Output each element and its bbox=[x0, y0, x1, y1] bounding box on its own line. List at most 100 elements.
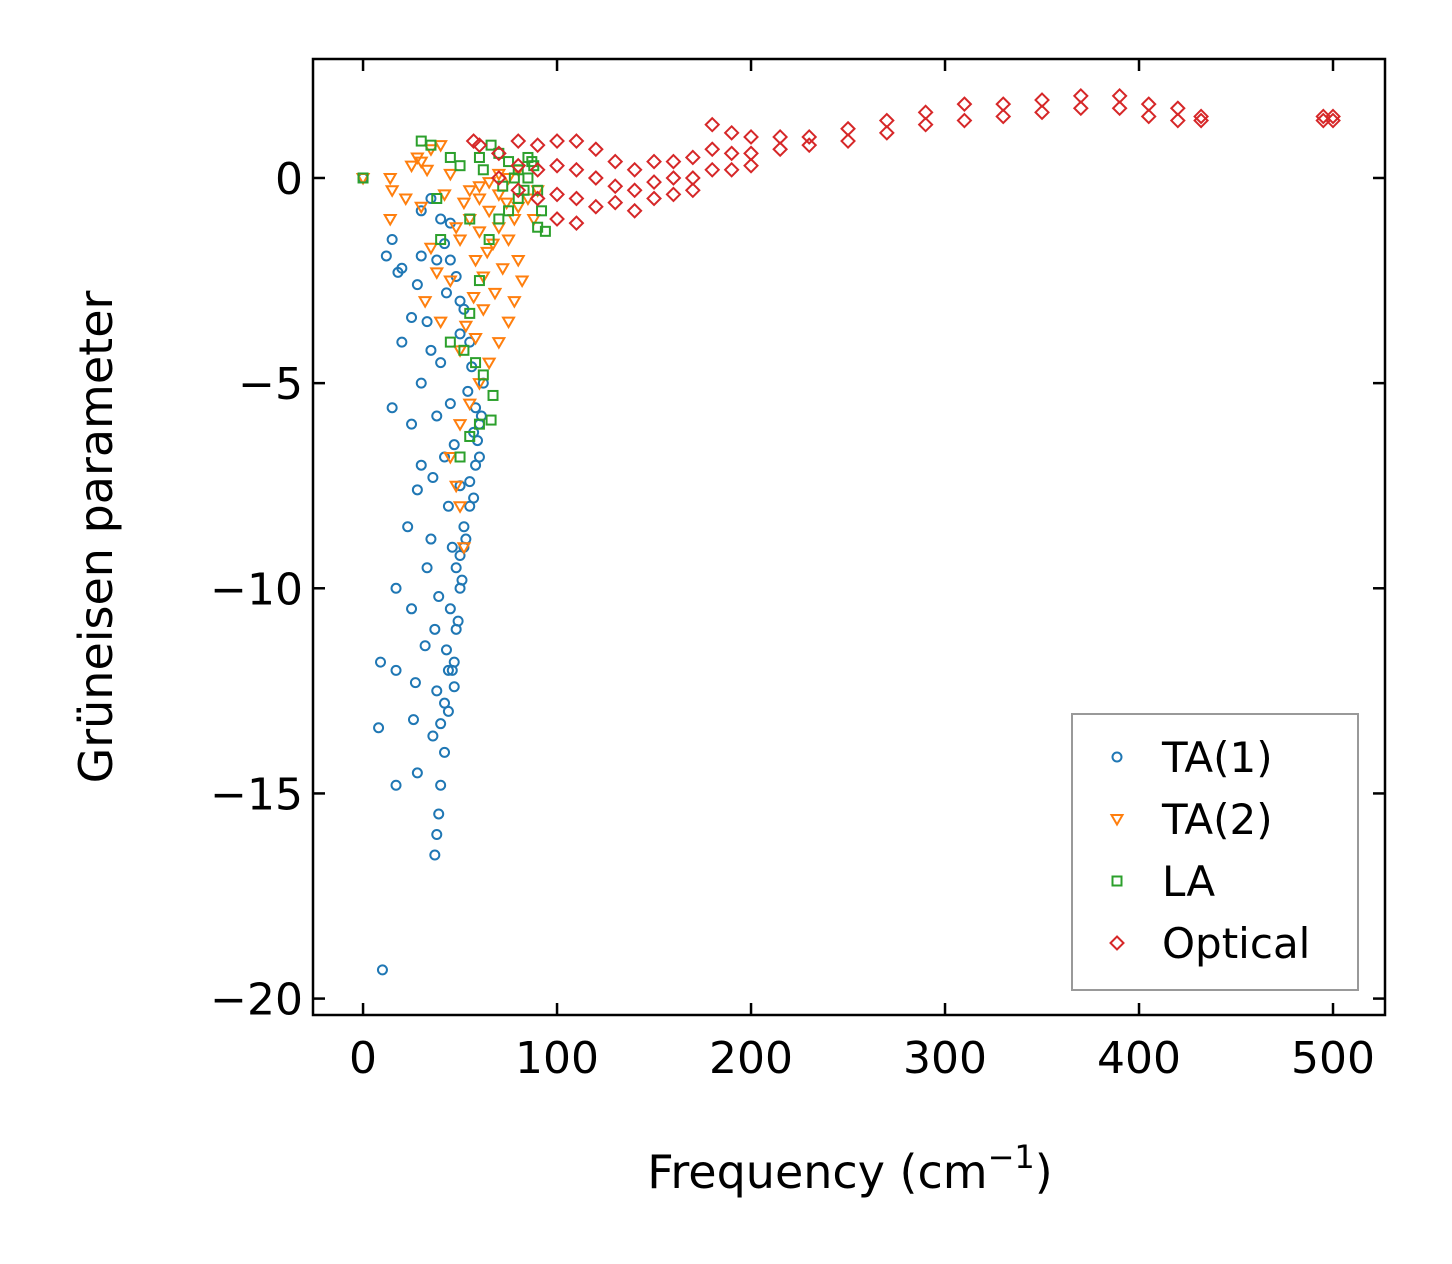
data-point bbox=[431, 410, 443, 422]
data-point bbox=[444, 398, 456, 410]
data-point bbox=[743, 157, 759, 174]
data-point bbox=[386, 234, 398, 246]
data-point bbox=[549, 133, 565, 149]
data-point bbox=[444, 336, 456, 348]
data-point bbox=[479, 246, 495, 260]
data-point bbox=[468, 333, 483, 346]
data-point bbox=[487, 287, 503, 301]
data-point bbox=[510, 157, 527, 174]
data-point bbox=[511, 201, 526, 215]
data-point bbox=[917, 116, 934, 133]
data-point bbox=[464, 213, 476, 225]
data-point bbox=[626, 202, 643, 219]
data-point bbox=[468, 255, 483, 268]
data-point bbox=[466, 291, 481, 305]
data-point bbox=[1193, 108, 1210, 125]
data-point bbox=[473, 418, 485, 430]
x-axis-label-sup: −1 bbox=[988, 1138, 1035, 1176]
data-point bbox=[442, 664, 454, 676]
data-point bbox=[431, 828, 443, 840]
data-point bbox=[1140, 108, 1157, 125]
data-point bbox=[435, 357, 447, 369]
data-point bbox=[549, 211, 565, 227]
data-point bbox=[376, 964, 388, 976]
data-point bbox=[427, 472, 439, 484]
data-point bbox=[443, 275, 458, 289]
data-point bbox=[448, 439, 460, 451]
series-optical bbox=[465, 88, 1341, 232]
data-point bbox=[507, 296, 522, 309]
y-tick-label: −10 bbox=[210, 564, 303, 615]
x-tick-label: 100 bbox=[515, 1033, 599, 1084]
data-point bbox=[487, 389, 499, 401]
data-point bbox=[415, 377, 427, 389]
data-point bbox=[587, 141, 604, 158]
data-point bbox=[607, 194, 624, 211]
legend: TA(1) TA(2) LA Optical bbox=[1071, 713, 1359, 991]
data-point bbox=[501, 234, 516, 248]
data-point bbox=[646, 174, 662, 191]
legend-label: Optical bbox=[1162, 919, 1310, 968]
x-tick-label: 500 bbox=[1291, 1033, 1375, 1084]
data-point bbox=[435, 718, 447, 730]
data-point bbox=[427, 730, 439, 742]
data-point bbox=[503, 205, 515, 217]
data-point bbox=[431, 254, 443, 266]
data-point bbox=[462, 385, 474, 397]
data-point bbox=[470, 357, 482, 369]
data-point bbox=[840, 133, 856, 149]
legend-marker-diamond-icon bbox=[1109, 935, 1125, 951]
data-point bbox=[411, 279, 423, 291]
data-point bbox=[956, 112, 973, 129]
data-point bbox=[440, 287, 452, 299]
data-point bbox=[801, 129, 818, 145]
data-point bbox=[380, 250, 392, 262]
data-point bbox=[382, 214, 398, 227]
data-point bbox=[1325, 112, 1341, 129]
data-point bbox=[429, 267, 445, 280]
data-point bbox=[568, 161, 585, 178]
x-tick-label: 400 bbox=[1097, 1033, 1181, 1084]
data-point bbox=[448, 681, 460, 693]
data-point bbox=[646, 190, 662, 207]
data-point bbox=[396, 336, 408, 348]
data-point bbox=[454, 549, 466, 561]
data-point bbox=[472, 193, 487, 206]
data-point bbox=[626, 161, 643, 178]
data-point bbox=[443, 168, 458, 182]
data-point bbox=[464, 476, 476, 488]
data-point bbox=[532, 221, 544, 233]
y-tick-label: −5 bbox=[238, 359, 303, 410]
data-point bbox=[507, 214, 522, 227]
data-point bbox=[646, 153, 662, 170]
data-point bbox=[406, 311, 418, 323]
data-point bbox=[407, 714, 419, 726]
data-point bbox=[501, 316, 516, 330]
data-point bbox=[448, 656, 460, 668]
data-point bbox=[510, 133, 527, 149]
axis-ticks: 0 100 200 300 400 500 0 −5 −10 −15 −20 bbox=[210, 59, 1385, 1084]
data-point bbox=[425, 139, 437, 151]
data-point bbox=[458, 320, 474, 334]
data-point bbox=[684, 149, 701, 166]
legend-marker-square-icon bbox=[1111, 875, 1123, 887]
data-point bbox=[446, 541, 458, 553]
data-point bbox=[514, 275, 530, 289]
data-point bbox=[390, 664, 402, 676]
data-point bbox=[490, 170, 507, 186]
data-point bbox=[607, 178, 624, 195]
x-tick-label: 200 bbox=[709, 1033, 793, 1084]
data-point bbox=[419, 640, 431, 652]
data-point bbox=[431, 193, 443, 205]
legend-marker-triangle-down-icon bbox=[1109, 814, 1125, 827]
data-point bbox=[464, 307, 476, 319]
data-point bbox=[433, 316, 448, 330]
data-point bbox=[477, 164, 489, 176]
data-point bbox=[510, 182, 527, 199]
data-point bbox=[529, 161, 546, 178]
data-point bbox=[477, 369, 489, 381]
data-point bbox=[456, 574, 468, 586]
data-point bbox=[444, 151, 456, 163]
data-point bbox=[382, 172, 398, 186]
data-point bbox=[409, 677, 421, 689]
